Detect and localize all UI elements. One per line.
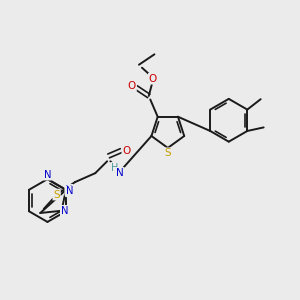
Text: O: O bbox=[122, 146, 130, 156]
Text: O: O bbox=[149, 74, 157, 84]
Text: N: N bbox=[61, 206, 68, 216]
Text: O: O bbox=[128, 81, 136, 91]
Text: N: N bbox=[116, 168, 124, 178]
Text: N: N bbox=[65, 185, 73, 195]
Text: N: N bbox=[66, 186, 73, 196]
Text: S: S bbox=[164, 148, 171, 158]
Text: N: N bbox=[44, 170, 51, 180]
Text: H: H bbox=[111, 163, 118, 173]
Text: S: S bbox=[53, 190, 60, 200]
